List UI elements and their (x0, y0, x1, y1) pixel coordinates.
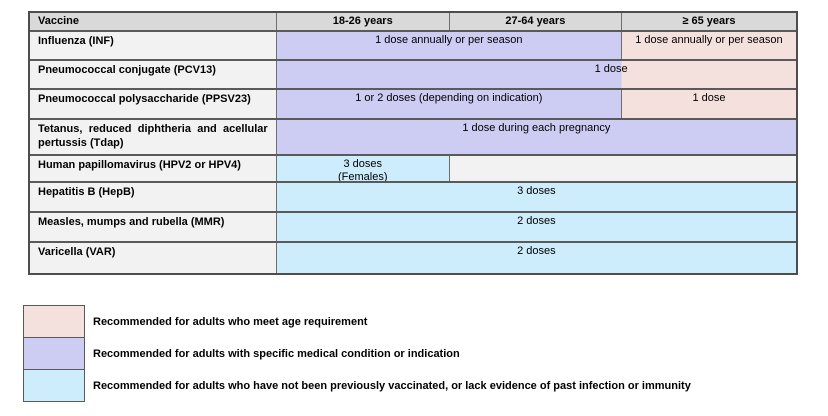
column-header-65plus: ≥ 65 years (621, 13, 796, 30)
vaccine-name: Influenza (INF) (30, 32, 277, 59)
legend-item-age-requirement: Recommended for adults who meet age requ… (23, 305, 691, 338)
table-row-hepb: Hepatitis B (HepB) 3 doses (30, 183, 796, 213)
vaccine-name: Human papillomavirus (HPV2 or HPV4) (30, 156, 277, 181)
dose-cell: 2 doses (276, 243, 796, 273)
legend-swatch-pink (23, 305, 85, 338)
legend-item-not-vaccinated: Recommended for adults who have not been… (23, 369, 691, 402)
column-header-18-26: 18-26 years (276, 13, 450, 30)
vaccine-name: Varicella (VAR) (30, 243, 277, 273)
dose-text: 1 dose (594, 63, 628, 75)
legend-item-medical-condition: Recommended for adults with specific med… (23, 337, 691, 370)
vaccine-name: Pneumococcal polysaccharide (PPSV23) (30, 90, 277, 118)
table-row-varicella: Varicella (VAR) 2 doses (30, 243, 796, 273)
dose-cell: 2 doses (276, 213, 796, 241)
vaccine-name: Pneumococcal conjugate (PCV13) (30, 61, 277, 88)
legend-label: Recommended for adults who meet age requ… (93, 315, 368, 328)
table-row-influenza: Influenza (INF) 1 dose annually or per s… (30, 32, 796, 61)
table-header-row: Vaccine 18-26 years 27-64 years ≥ 65 yea… (30, 13, 796, 32)
dose-text-line1: 3 doses (343, 158, 383, 170)
column-header-27-64: 27-64 years (449, 13, 622, 30)
dose-cell: 1 dose during each pregnancy (276, 120, 796, 154)
table-row-mmr: Measles, mumps and rubella (MMR) 2 doses (30, 213, 796, 243)
legend-label: Recommended for adults who have not been… (93, 379, 691, 392)
dose-cell: 1 or 2 doses (depending on indication) (276, 90, 622, 118)
legend-swatch-purple (23, 337, 85, 370)
legend-label: Recommended for adults with specific med… (93, 347, 460, 360)
dose-cell: 1 dose (276, 61, 796, 88)
legend-swatch-blue (23, 369, 85, 402)
column-header-vaccine: Vaccine (30, 13, 277, 30)
empty-cell (449, 156, 796, 181)
vaccine-schedule-table: Vaccine 18-26 years 27-64 years ≥ 65 yea… (28, 11, 798, 275)
table-row-pcv13: Pneumococcal conjugate (PCV13) 1 dose (30, 61, 796, 90)
table-row-hpv: Human papillomavirus (HPV2 or HPV4) 3 do… (30, 156, 796, 183)
legend: Recommended for adults who meet age requ… (23, 305, 691, 402)
vaccine-name: Tetanus, reduced diphtheria and acellula… (30, 120, 277, 154)
dose-cell: 3 doses (276, 183, 796, 211)
vaccine-name: Hepatitis B (HepB) (30, 183, 277, 211)
table-row-tdap: Tetanus, reduced diphtheria and acellula… (30, 120, 796, 156)
dose-cell: 1 dose annually or per season (276, 32, 622, 59)
dose-cell: 1 dose annually or per season (621, 32, 796, 59)
table-row-ppsv23: Pneumococcal polysaccharide (PPSV23) 1 o… (30, 90, 796, 120)
dose-cell: 3 doses (Females) (276, 156, 450, 181)
dose-cell: 1 dose (621, 90, 796, 118)
vaccine-name: Measles, mumps and rubella (MMR) (30, 213, 277, 241)
dose-text-line2: (Females) (337, 171, 388, 181)
